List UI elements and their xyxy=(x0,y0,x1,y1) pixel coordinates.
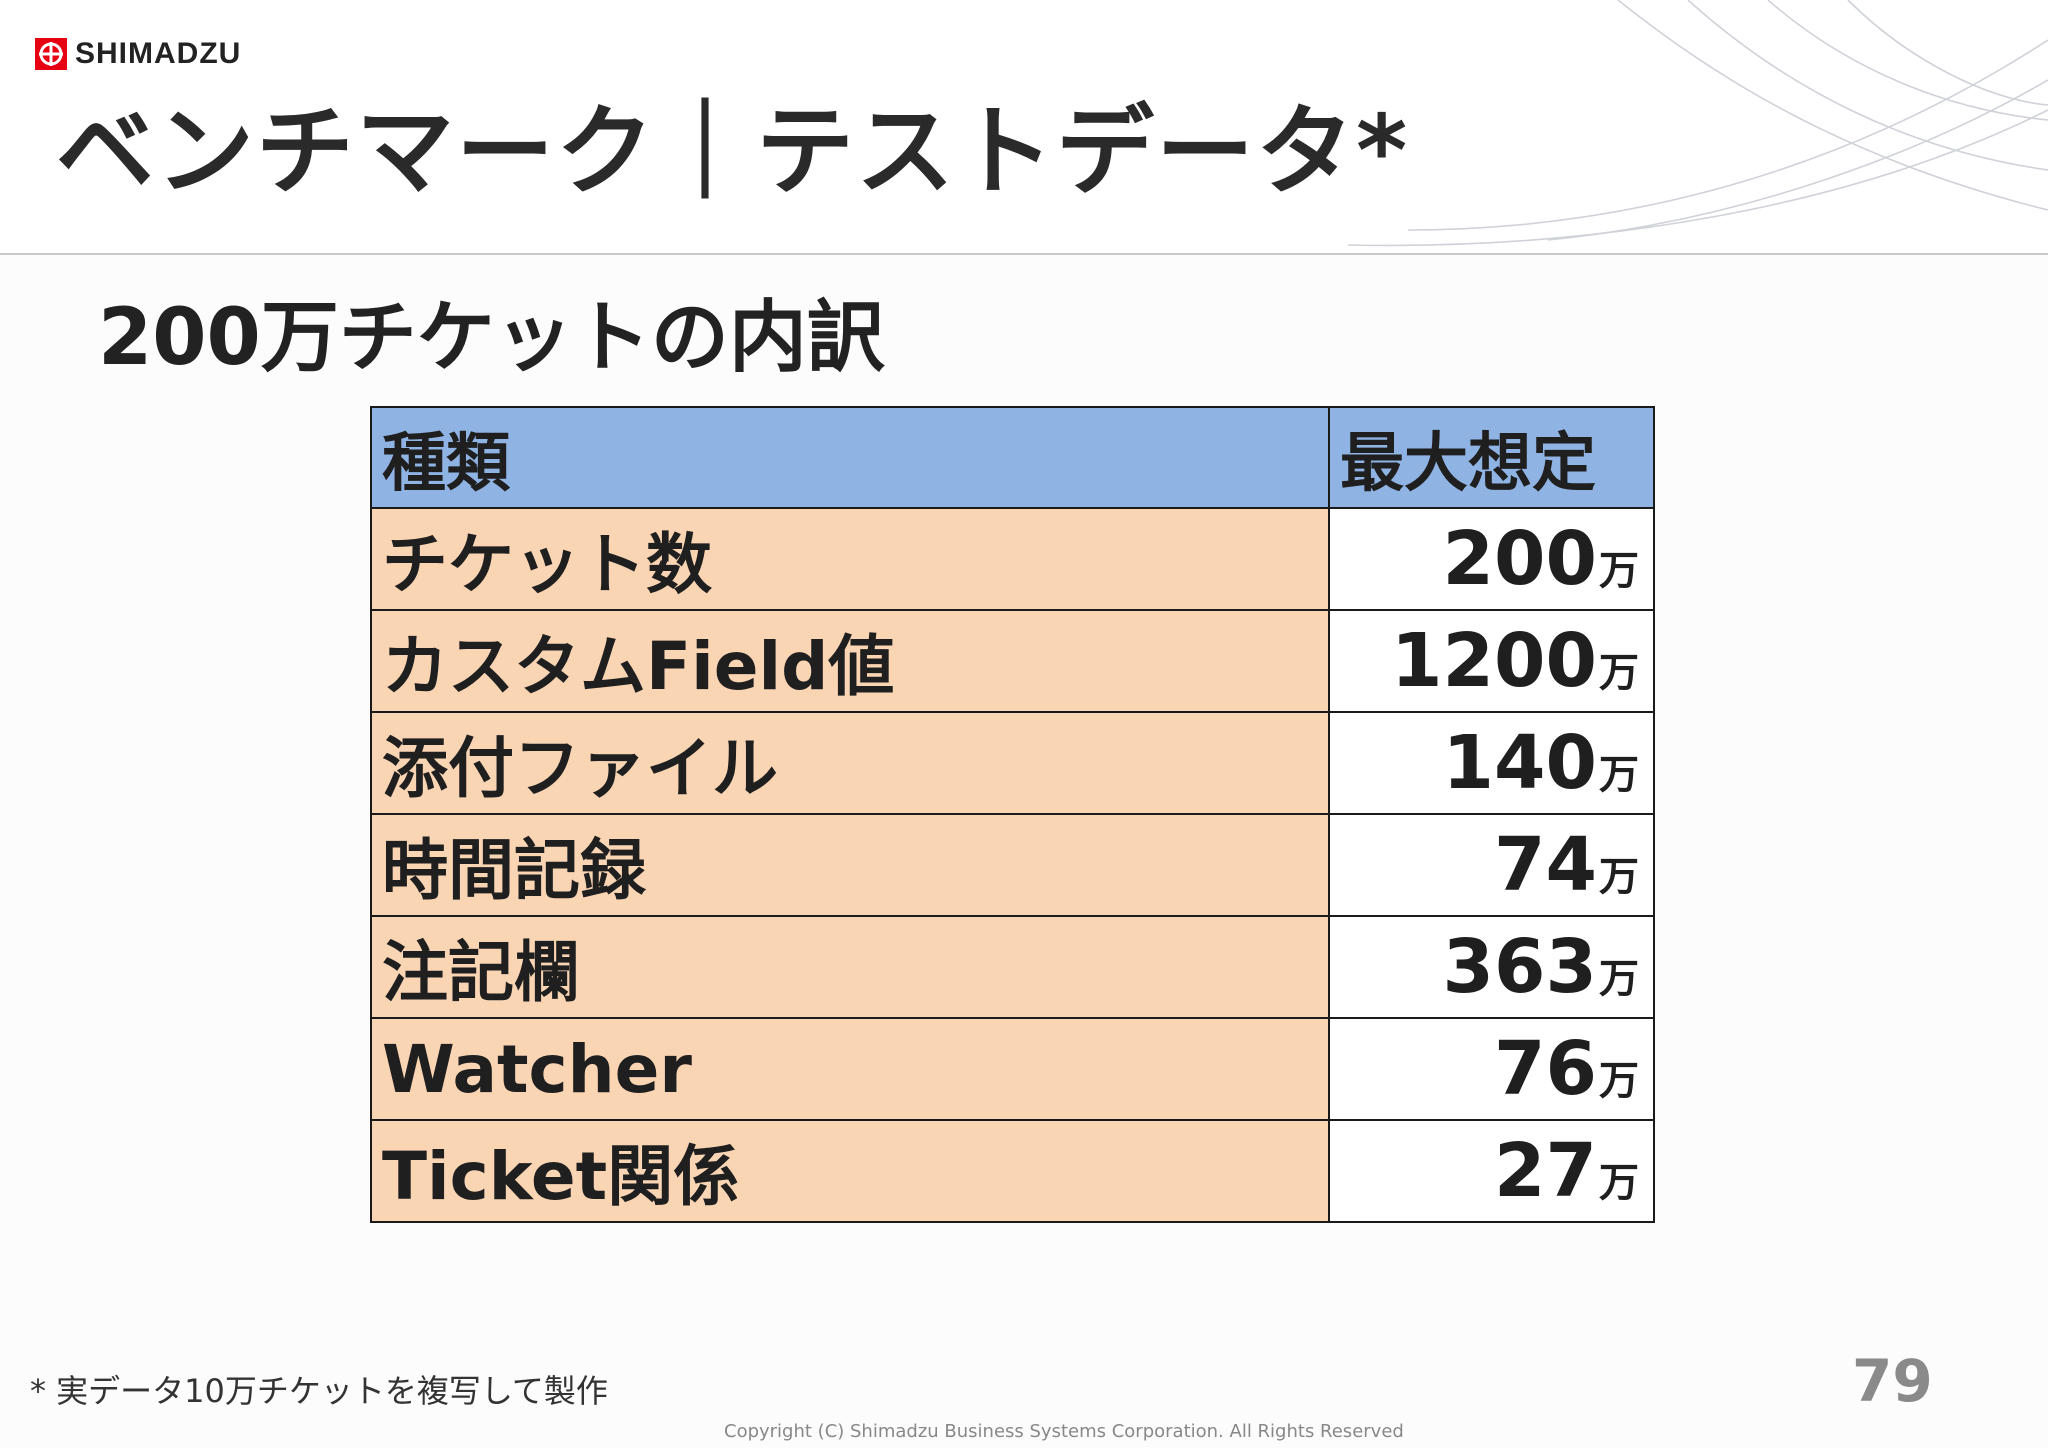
row-kind: 時間記録 xyxy=(370,813,1330,917)
row-kind: 注記欄 xyxy=(370,915,1330,1019)
brand-name: SHIMADZU xyxy=(75,37,242,70)
table-row: Watcher 76万 xyxy=(370,1017,1655,1121)
value-unit: 万 xyxy=(1599,548,1639,594)
value-number: 363 xyxy=(1442,924,1597,1010)
row-value: 363万 xyxy=(1328,915,1655,1019)
row-kind: チケット数 xyxy=(370,507,1330,611)
shimadzu-logo: SHIMADZU xyxy=(35,36,241,72)
table-row: 時間記録 74万 xyxy=(370,813,1655,917)
table-row: チケット数 200万 xyxy=(370,507,1655,611)
value-number: 76 xyxy=(1494,1026,1597,1112)
header-kind: 種類 xyxy=(370,406,1330,509)
table-row: カスタムField値 1200万 xyxy=(370,609,1655,713)
table-row: 添付ファイル 140万 xyxy=(370,711,1655,815)
copyright: Copyright (C) Shimadzu Business Systems … xyxy=(724,1421,1404,1442)
row-value: 74万 xyxy=(1328,813,1655,917)
row-kind: 添付ファイル xyxy=(370,711,1330,815)
value-number: 200 xyxy=(1442,516,1597,602)
value-unit: 万 xyxy=(1599,752,1639,798)
header-max: 最大想定 xyxy=(1328,406,1655,509)
header-divider xyxy=(0,253,2048,255)
row-kind: Ticket関係 xyxy=(370,1119,1330,1223)
header-band xyxy=(0,0,2048,254)
section-subtitle: 200万チケットの内訳 xyxy=(98,293,885,383)
row-value: 200万 xyxy=(1328,507,1655,611)
value-unit: 万 xyxy=(1599,1058,1639,1104)
row-value: 76万 xyxy=(1328,1017,1655,1121)
row-kind: Watcher xyxy=(370,1017,1330,1121)
value-number: 74 xyxy=(1494,822,1597,908)
page-title: ベンチマーク｜テストデータ* xyxy=(56,95,1410,209)
page-number: 79 xyxy=(1852,1347,1933,1415)
row-value: 1200万 xyxy=(1328,609,1655,713)
table-row: 注記欄 363万 xyxy=(370,915,1655,1019)
value-number: 1200 xyxy=(1391,618,1597,704)
value-unit: 万 xyxy=(1599,1160,1639,1206)
table-row: Ticket関係 27万 xyxy=(370,1119,1655,1223)
footnote: * 実データ10万チケットを複写して製作 xyxy=(30,1372,608,1410)
value-unit: 万 xyxy=(1599,956,1639,1002)
value-number: 27 xyxy=(1494,1128,1597,1214)
value-number: 140 xyxy=(1442,720,1597,806)
decorative-curves xyxy=(1347,0,2048,247)
row-value: 140万 xyxy=(1328,711,1655,815)
shimadzu-mark-icon xyxy=(35,38,67,70)
row-value: 27万 xyxy=(1328,1119,1655,1223)
value-unit: 万 xyxy=(1599,854,1639,900)
row-kind: カスタムField値 xyxy=(370,609,1330,713)
value-unit: 万 xyxy=(1599,650,1639,696)
breakdown-table: 種類 最大想定 チケット数 200万 カスタムField値 1200万 添付ファ… xyxy=(370,406,1655,1223)
table-header-row: 種類 最大想定 xyxy=(370,406,1655,509)
